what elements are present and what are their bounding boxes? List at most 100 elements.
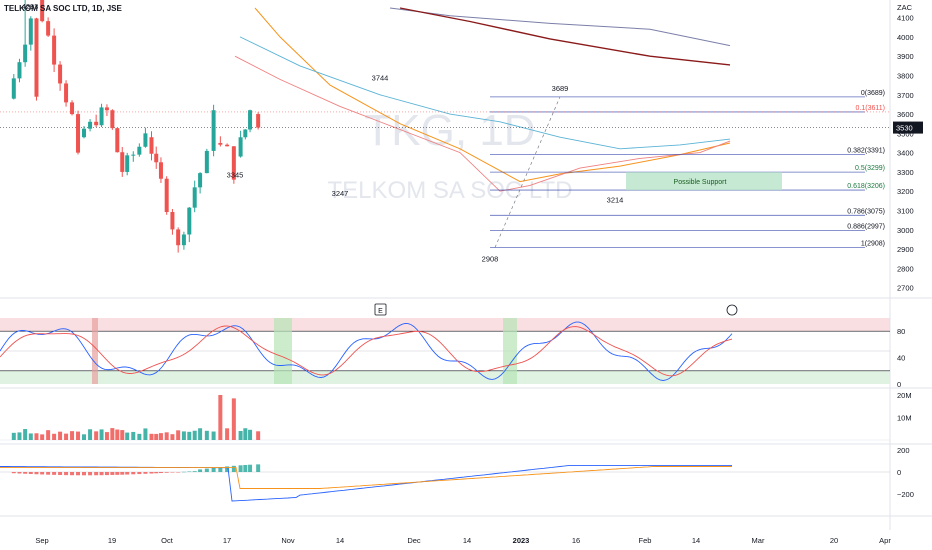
price-tick-label: 3100 bbox=[897, 207, 914, 216]
macd-histogram-bar bbox=[58, 472, 63, 476]
volume-bar bbox=[158, 433, 163, 440]
time-tick-label: Sep bbox=[35, 536, 48, 545]
fib-level-label: 0.886(2997) bbox=[847, 223, 885, 230]
candle-body bbox=[99, 107, 104, 126]
volume-bar bbox=[225, 428, 230, 440]
candle-body bbox=[181, 234, 186, 246]
price-tick-label: 3600 bbox=[897, 110, 914, 119]
stoch-tick-label: 0 bbox=[897, 380, 901, 389]
price-unit-label: ZAC bbox=[897, 3, 913, 12]
stoch-overbought-zone bbox=[0, 318, 890, 332]
macd-signal-line bbox=[0, 466, 732, 489]
volume-bar bbox=[11, 432, 16, 440]
volume-bar bbox=[115, 429, 120, 440]
macd-histogram-bar bbox=[198, 469, 203, 472]
candle-body bbox=[143, 133, 148, 147]
macd-histogram-bar bbox=[23, 472, 28, 474]
time-tick-label: Nov bbox=[281, 536, 295, 545]
volume-bar bbox=[23, 429, 28, 440]
candle-body bbox=[70, 102, 75, 115]
price-tick-label: 3700 bbox=[897, 91, 914, 100]
time-tick-label: 2023 bbox=[513, 536, 530, 545]
candle-body bbox=[158, 162, 163, 179]
volume-bar bbox=[192, 430, 197, 440]
price-tick-label: 3900 bbox=[897, 52, 914, 61]
macd-histogram-bar bbox=[164, 472, 169, 473]
swing-label: 3689 bbox=[552, 84, 569, 93]
volume-bar bbox=[218, 395, 223, 440]
macd-histogram-bar bbox=[99, 472, 104, 476]
volume-bar bbox=[64, 433, 69, 440]
macd-tick-label: −200 bbox=[897, 490, 914, 499]
candle-body bbox=[52, 35, 57, 65]
volume-bar bbox=[164, 432, 169, 440]
ma-200-line bbox=[399, 7, 731, 66]
price-tick-label: 4000 bbox=[897, 33, 914, 42]
candle-body bbox=[248, 110, 253, 130]
candle-body bbox=[104, 107, 109, 111]
candle-body bbox=[164, 178, 169, 213]
volume-bar bbox=[143, 428, 148, 440]
candle-body bbox=[187, 207, 192, 235]
time-tick-label: 20 bbox=[830, 536, 838, 545]
time-tick-label: Oct bbox=[161, 536, 174, 545]
macd-histogram-bar bbox=[143, 472, 148, 474]
volume-bar bbox=[76, 431, 81, 440]
volume-bar bbox=[34, 433, 39, 440]
candle-body bbox=[125, 155, 130, 172]
candle-body bbox=[176, 229, 181, 246]
volume-bar bbox=[46, 430, 51, 440]
time-tick-label: 14 bbox=[336, 536, 344, 545]
candle-body bbox=[218, 143, 223, 145]
fib-level-label: 0.1(3611) bbox=[856, 105, 885, 112]
macd-histogram-bar bbox=[154, 472, 159, 474]
macd-histogram-bar bbox=[137, 472, 142, 475]
candle-body bbox=[58, 64, 63, 84]
macd-histogram-bar bbox=[149, 472, 154, 474]
candle-body bbox=[82, 128, 86, 138]
candle-body bbox=[88, 121, 93, 129]
volume-bar bbox=[82, 434, 86, 440]
macd-histogram-bar bbox=[76, 472, 81, 476]
volume-bar bbox=[170, 434, 175, 440]
macd-histogram-bar bbox=[248, 464, 253, 472]
macd-line bbox=[0, 464, 732, 502]
price-tick-label: 4100 bbox=[897, 14, 914, 23]
time-tick-label: Mar bbox=[752, 536, 765, 545]
candle-body bbox=[23, 44, 28, 63]
volume-bar bbox=[52, 433, 57, 440]
volume-bar bbox=[94, 431, 99, 440]
price-tick-label: 2900 bbox=[897, 245, 914, 254]
volume-bar bbox=[149, 433, 154, 440]
macd-histogram-bar bbox=[225, 466, 230, 472]
candle-body bbox=[120, 152, 125, 172]
volume-bar bbox=[154, 433, 159, 440]
candle-body bbox=[11, 78, 16, 99]
volume-bar bbox=[176, 430, 181, 440]
macd-histogram-bar bbox=[34, 472, 39, 475]
volume-bar bbox=[211, 431, 216, 440]
interval: 1D bbox=[92, 4, 103, 13]
price-tick-label: 3500 bbox=[897, 129, 914, 138]
candle-body bbox=[225, 144, 230, 147]
volume-bar bbox=[256, 431, 261, 440]
candle-body bbox=[28, 18, 33, 45]
current-price-label: 3530 bbox=[896, 124, 913, 133]
volume-bar bbox=[88, 429, 93, 440]
time-tick-label: 17 bbox=[223, 536, 231, 545]
swing-label: 4293 bbox=[22, 2, 39, 11]
macd-histogram-bar bbox=[46, 472, 51, 475]
macd-histogram-bar bbox=[211, 467, 216, 472]
price-tick-label: 3400 bbox=[897, 149, 914, 158]
candle-body bbox=[46, 21, 51, 36]
macd-histogram-bar bbox=[40, 472, 45, 475]
candle-body bbox=[34, 18, 39, 97]
stoch-tick-label: 80 bbox=[897, 327, 905, 336]
volume-bar bbox=[137, 433, 142, 440]
macd-histogram-bar bbox=[192, 471, 197, 472]
candle-body bbox=[170, 212, 175, 230]
candle-body bbox=[198, 173, 203, 188]
macd-histogram-bar bbox=[115, 472, 120, 475]
volume-bar bbox=[187, 431, 192, 440]
